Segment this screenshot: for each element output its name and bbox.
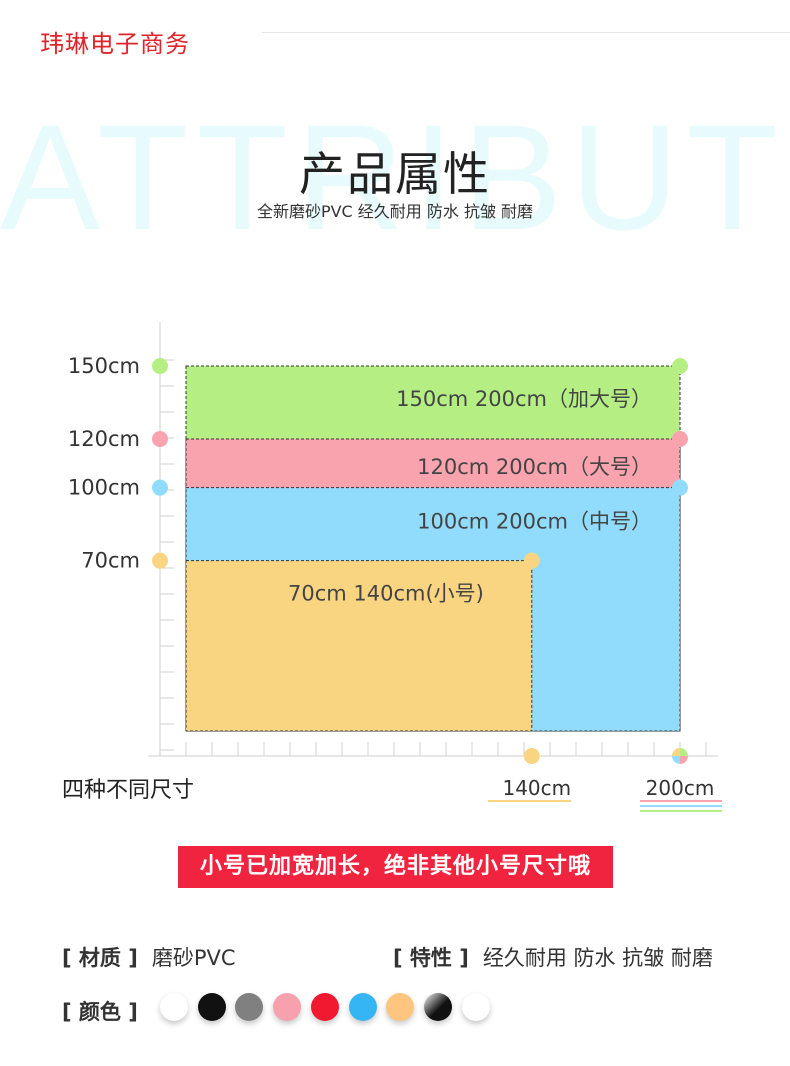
x-tick-label-1: 200cm [646, 776, 715, 800]
size-label-0: 150cm 200cm（加大号） [396, 387, 652, 411]
feature-value: 经久耐用 防水 抗皱 耐磨 [482, 946, 713, 970]
color-swatch[interactable] [461, 993, 490, 1021]
color-attribute: [ 颜色 ] [62, 996, 138, 1026]
color-swatch[interactable] [160, 993, 188, 1021]
feature-attribute: [ 特性 ] 经久耐用 防水 抗皱 耐磨 [393, 942, 713, 972]
chart-caption: 四种不同尺寸 [62, 778, 195, 803]
x-tick-label-0: 140cm [502, 776, 571, 800]
brand-name: 玮琳电子商务 [40, 30, 190, 58]
x-tick-dot-0 [523, 748, 540, 764]
x-tick-dot-segment [680, 756, 688, 764]
color-swatch[interactable] [348, 993, 377, 1021]
material-attribute: [ 材质 ] 磨砂PVC [62, 942, 236, 972]
y-tick-label-0: 150cm [68, 354, 140, 378]
size-label-2: 100cm 200cm（中号） [417, 510, 652, 534]
corner-dot-1 [672, 431, 688, 447]
header-divider [262, 32, 790, 33]
y-tick-label-3: 70cm [81, 549, 140, 573]
y-tick-dot-2 [152, 479, 168, 496]
color-key: [ 颜色 ] [62, 1000, 138, 1024]
color-swatch[interactable] [197, 993, 226, 1021]
color-swatch[interactable] [310, 993, 339, 1021]
material-value: 磨砂PVC [151, 946, 236, 970]
page-subtitle: 全新磨砂PVC 经久耐用 防水 抗皱 耐磨 [256, 202, 534, 221]
color-swatch[interactable] [235, 993, 264, 1021]
size-label-1: 120cm 200cm（大号） [417, 455, 652, 479]
page-title: 产品属性 [299, 147, 491, 201]
x-tick-dot-segment [680, 748, 688, 756]
y-tick-dot-0 [152, 358, 168, 374]
size-rect-3 [185, 560, 533, 732]
size-label-3: 70cm 140cm(小号) [288, 582, 484, 606]
feature-key: [ 特性 ] [393, 946, 469, 970]
y-tick-label-1: 120cm [68, 427, 140, 451]
watermark-text: ATTRIBUTE [0, 93, 790, 261]
corner-dot-3 [523, 552, 540, 569]
size-chart: 150cm 200cm（加大号） 120cm 200cm（大号） 100cm 200… [68, 322, 722, 812]
material-key: [ 材质 ] [62, 946, 138, 970]
x-tick-dot-segment [672, 756, 680, 764]
y-tick-dot-3 [152, 552, 168, 569]
color-swatch[interactable] [273, 993, 302, 1021]
y-tick-dot-1 [152, 431, 168, 447]
y-tick-label-2: 100cm [68, 476, 140, 500]
color-swatch[interactable] [386, 993, 415, 1021]
corner-dot-0 [672, 358, 688, 374]
x-tick-dot-segment [672, 748, 680, 756]
corner-dot-2 [672, 479, 688, 496]
notice-banner: 小号已加宽加长，绝非其他小号尺寸哦 [178, 846, 613, 888]
color-swatch[interactable] [423, 993, 452, 1021]
